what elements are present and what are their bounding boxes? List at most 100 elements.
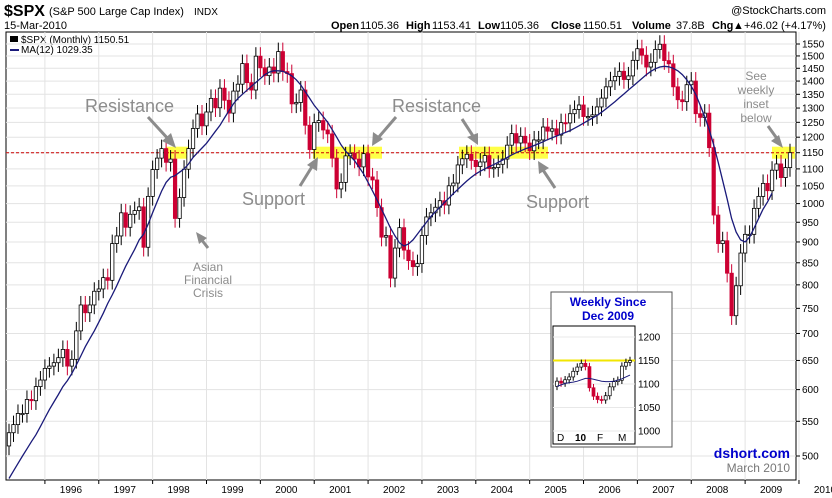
x-tick-label: 2001 — [329, 485, 352, 496]
y-tick-label: 1150 — [802, 148, 824, 159]
legend-price-label: $SPX (Monthly) 1150.51 — [21, 35, 130, 46]
weekly-inset: Weekly Since Dec 2009 1000 1050 1100 1150 12… — [550, 291, 673, 448]
candle-body — [491, 167, 496, 170]
candle-body — [208, 97, 214, 113]
candle-body — [505, 144, 510, 160]
candle-body — [626, 75, 631, 80]
volume-value: 37.8B — [676, 20, 705, 32]
candle-body — [473, 159, 478, 167]
candle-body — [114, 235, 119, 244]
candle-body — [29, 399, 34, 402]
candle-body — [312, 122, 317, 150]
candle-body — [6, 432, 12, 447]
candle-body — [612, 76, 618, 82]
inset-x-tick-label: D — [557, 433, 564, 444]
candle-body — [406, 249, 411, 262]
candle-body — [648, 61, 653, 68]
inset-candle-body — [575, 366, 580, 372]
y-tick-label: 1250 — [802, 118, 825, 129]
candle-body — [204, 111, 209, 127]
support-arrow-1 — [298, 164, 315, 187]
candle-body — [500, 158, 505, 165]
candle-body — [509, 133, 514, 146]
close-value: 1150.51 — [583, 20, 622, 32]
y-tick-label: 500 — [802, 452, 819, 463]
y-tick-label: 550 — [802, 417, 819, 428]
x-tick-label: 2003 — [437, 485, 460, 496]
y-tick-label: 1000 — [802, 199, 825, 210]
candle-body — [51, 362, 56, 367]
x-tick-label: 2007 — [652, 485, 675, 496]
y-tick-label: 1400 — [802, 77, 825, 88]
candle-body — [424, 216, 429, 236]
y-tick-label: 700 — [802, 329, 819, 340]
x-axis: 1996 1997 1998 1999 2000 2001 2002 2003 2004 2005… — [44, 480, 832, 496]
candle-body — [42, 367, 48, 381]
candle-body — [343, 155, 348, 183]
candle-body — [137, 206, 142, 211]
candle-body — [657, 43, 662, 50]
candle-body — [190, 128, 196, 150]
inset-candle-body — [595, 395, 600, 400]
resistance-label-1: Resistance — [85, 96, 174, 116]
candle-body — [514, 133, 519, 144]
x-tick-label: 1998 — [168, 485, 191, 496]
candle-body — [487, 155, 492, 169]
candle-body — [599, 97, 604, 108]
watermark: @StockCharts.com — [731, 5, 826, 17]
candle-body — [769, 169, 775, 192]
inset-candle-body — [571, 370, 576, 378]
candle-body — [536, 139, 541, 142]
inset-candle-body — [587, 366, 592, 389]
candle-body — [352, 152, 357, 160]
candle-body — [675, 86, 680, 101]
credit-date: March 2010 — [727, 461, 791, 475]
candle-body — [743, 233, 748, 254]
candle-body — [186, 148, 191, 170]
resistance-arrow-2a — [376, 116, 398, 139]
candle-body — [410, 260, 416, 268]
candle-body — [141, 206, 146, 248]
candle-body — [119, 212, 124, 237]
candle-body — [253, 55, 258, 91]
candle-body — [96, 288, 101, 292]
candle-body — [496, 163, 501, 168]
y-tick-label: 1550 — [802, 40, 825, 51]
candle-body — [523, 135, 528, 144]
candle-body — [24, 399, 30, 414]
candle-body — [756, 195, 761, 209]
candle-body — [720, 240, 725, 244]
candle-body — [163, 148, 169, 163]
close-label: Close — [551, 20, 581, 32]
symbol: $SPX — [4, 3, 45, 20]
candle-body — [150, 169, 155, 197]
candle-body — [83, 304, 88, 314]
y-tick-label: 1300 — [802, 104, 825, 115]
crisis-label-3: Crisis — [193, 286, 223, 300]
y-tick-label: 1200 — [802, 133, 825, 144]
y-tick-label: 600 — [802, 385, 819, 396]
candle-body — [217, 87, 223, 109]
candle-body — [751, 207, 757, 235]
annotations: Resistance Resistance Support Support As… — [85, 69, 783, 300]
candle-body — [226, 99, 232, 114]
inset-y-tick-label: 1100 — [638, 380, 660, 391]
inset-title-1: Weekly Since — [570, 295, 647, 309]
candle-body — [401, 227, 407, 251]
candle-body — [518, 135, 523, 144]
x-tick-label: 2004 — [491, 485, 514, 496]
y-tick-label: 750 — [802, 304, 819, 315]
candle-body — [33, 386, 39, 402]
candle-body — [361, 153, 366, 168]
candle-body — [101, 277, 106, 290]
candle-body — [567, 113, 573, 124]
candle-body — [545, 126, 550, 132]
inset-candle-body — [567, 376, 572, 381]
y-tick-label: 950 — [802, 218, 819, 229]
candle-body — [20, 413, 25, 416]
candle-body — [734, 285, 739, 317]
resistance-arrowhead-2a — [372, 132, 383, 146]
candle-body — [711, 147, 716, 216]
